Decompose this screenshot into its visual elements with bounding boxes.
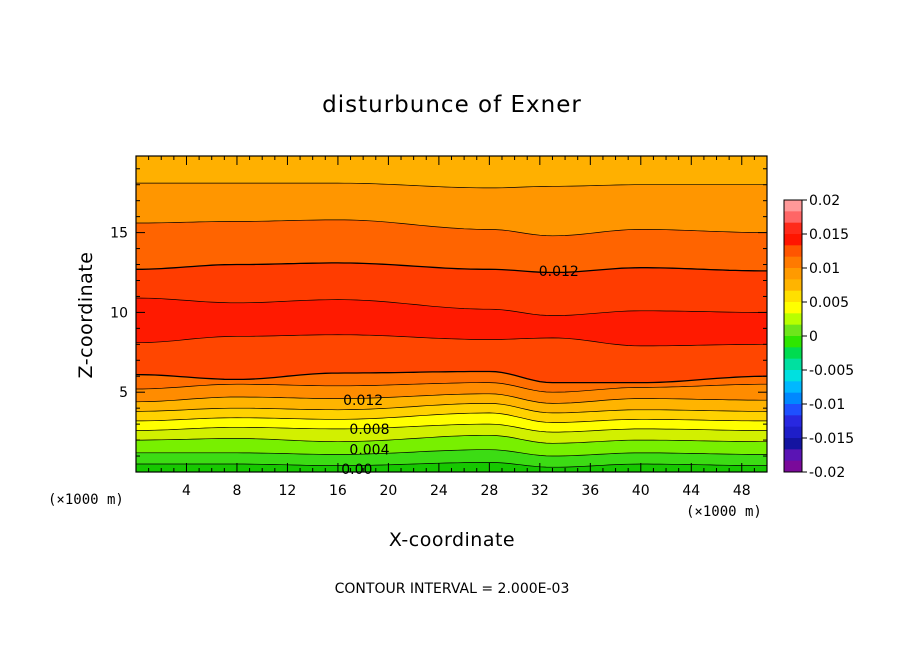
y-tick-label: 15 xyxy=(110,226,128,242)
y-axis-label: Z-coordinate xyxy=(75,252,97,379)
colorbar-swatch xyxy=(784,234,802,246)
x-tick-label: 48 xyxy=(733,483,751,499)
colorbar-swatch xyxy=(784,268,802,280)
colorbar-swatch xyxy=(784,426,802,439)
contour-band xyxy=(136,462,767,472)
colorbar-swatch xyxy=(784,222,802,235)
contour-line xyxy=(135,393,767,404)
colorbar-swatch xyxy=(784,245,802,258)
contour-line xyxy=(135,403,768,414)
x-tick-label: 8 xyxy=(232,483,241,499)
colorbar-tick-label: -0.015 xyxy=(809,431,854,447)
colorbar-swatch xyxy=(784,460,802,473)
y-tick-label: 10 xyxy=(110,305,128,321)
contour-line xyxy=(135,370,768,384)
colorbar-tick-label: 0.005 xyxy=(809,295,849,311)
contour-lines xyxy=(135,182,768,468)
colorbar-swatch xyxy=(784,324,802,337)
colorbar-swatch xyxy=(784,313,802,326)
colorbar-swatch xyxy=(784,381,802,394)
contour-label: 0.012 xyxy=(343,393,383,409)
x-axis-ticks: 4 8 12 16 20 24 28 32 36 40 44 48 xyxy=(135,156,768,499)
x-tick-label: 32 xyxy=(531,483,549,499)
contour-line xyxy=(135,297,767,316)
x-tick-label: 36 xyxy=(581,483,599,499)
colorbar-swatch xyxy=(784,256,802,269)
colorbar-swatch xyxy=(784,200,802,212)
colorbar-swatch xyxy=(784,290,802,303)
contour-label: 0.012 xyxy=(539,264,579,280)
colorbar-tick-label: -0.01 xyxy=(809,397,845,413)
colorbar-tick-label: 0.02 xyxy=(809,193,840,209)
x-tick-label: 12 xyxy=(279,483,297,499)
colorbar-swatch xyxy=(784,404,802,416)
x-tick-label: 4 xyxy=(182,483,191,499)
contour-line xyxy=(136,462,767,468)
x-unit-left: (×1000 m) xyxy=(48,492,124,508)
colorbar-swatch xyxy=(784,415,802,428)
colorbar-swatch xyxy=(784,449,802,462)
colorbar-swatch xyxy=(784,347,802,360)
contour-label: 0.008 xyxy=(349,422,389,438)
contour-line xyxy=(136,262,767,274)
colorbar-tick-label: -0.02 xyxy=(809,465,845,481)
x-unit-right: (×1000 m) xyxy=(686,504,762,520)
x-tick-label: 16 xyxy=(329,483,347,499)
contour-interval-note: CONTOUR INTERVAL = 2.000E-03 xyxy=(335,581,570,597)
contour-line xyxy=(136,423,767,433)
colorbar-tick-label: -0.005 xyxy=(809,363,854,379)
x-tick-label: 24 xyxy=(430,483,448,499)
x-tick-label: 44 xyxy=(682,483,700,499)
contour-line xyxy=(136,449,767,457)
colorbar-tick-label: 0 xyxy=(809,329,818,345)
colorbar-swatch xyxy=(784,392,802,405)
colorbar-swatch xyxy=(784,370,802,382)
contour-labels: 0.012 0.012 0.008 0.004 0.00 xyxy=(341,264,579,478)
contour-line xyxy=(136,434,767,444)
colorbar-tick-label: 0.01 xyxy=(809,261,840,277)
x-tick-label: 28 xyxy=(480,483,498,499)
contour-line xyxy=(136,412,767,423)
colorbar-tick-label: 0.015 xyxy=(809,227,849,243)
colorbar-swatch xyxy=(784,211,802,224)
contour-line xyxy=(136,334,767,347)
contour-line xyxy=(136,182,767,189)
contour-label: 0.00 xyxy=(341,462,372,478)
x-tick-label: 40 xyxy=(632,483,650,499)
x-axis-label: X-coordinate xyxy=(389,529,515,551)
colorbar: 0.02 0.015 0.01 0.005 0 -0.005 -0.01 -0.015 -0.0… xyxy=(783,193,854,481)
colorbar-swatch xyxy=(784,358,802,371)
chart-title: disturbunce of Exner xyxy=(322,92,582,118)
y-tick-label: 5 xyxy=(119,385,128,401)
contour-label: 0.004 xyxy=(349,443,389,459)
contour-line xyxy=(136,382,767,393)
colorbar-swatch xyxy=(784,279,802,292)
colorbar-swatch xyxy=(784,336,802,348)
contour-line xyxy=(136,219,767,237)
colorbar-swatch xyxy=(784,302,802,314)
colorbar-swatch xyxy=(784,438,802,450)
y-axis-ticks: 5 10 15 xyxy=(110,168,767,473)
x-tick-label: 20 xyxy=(379,483,397,499)
